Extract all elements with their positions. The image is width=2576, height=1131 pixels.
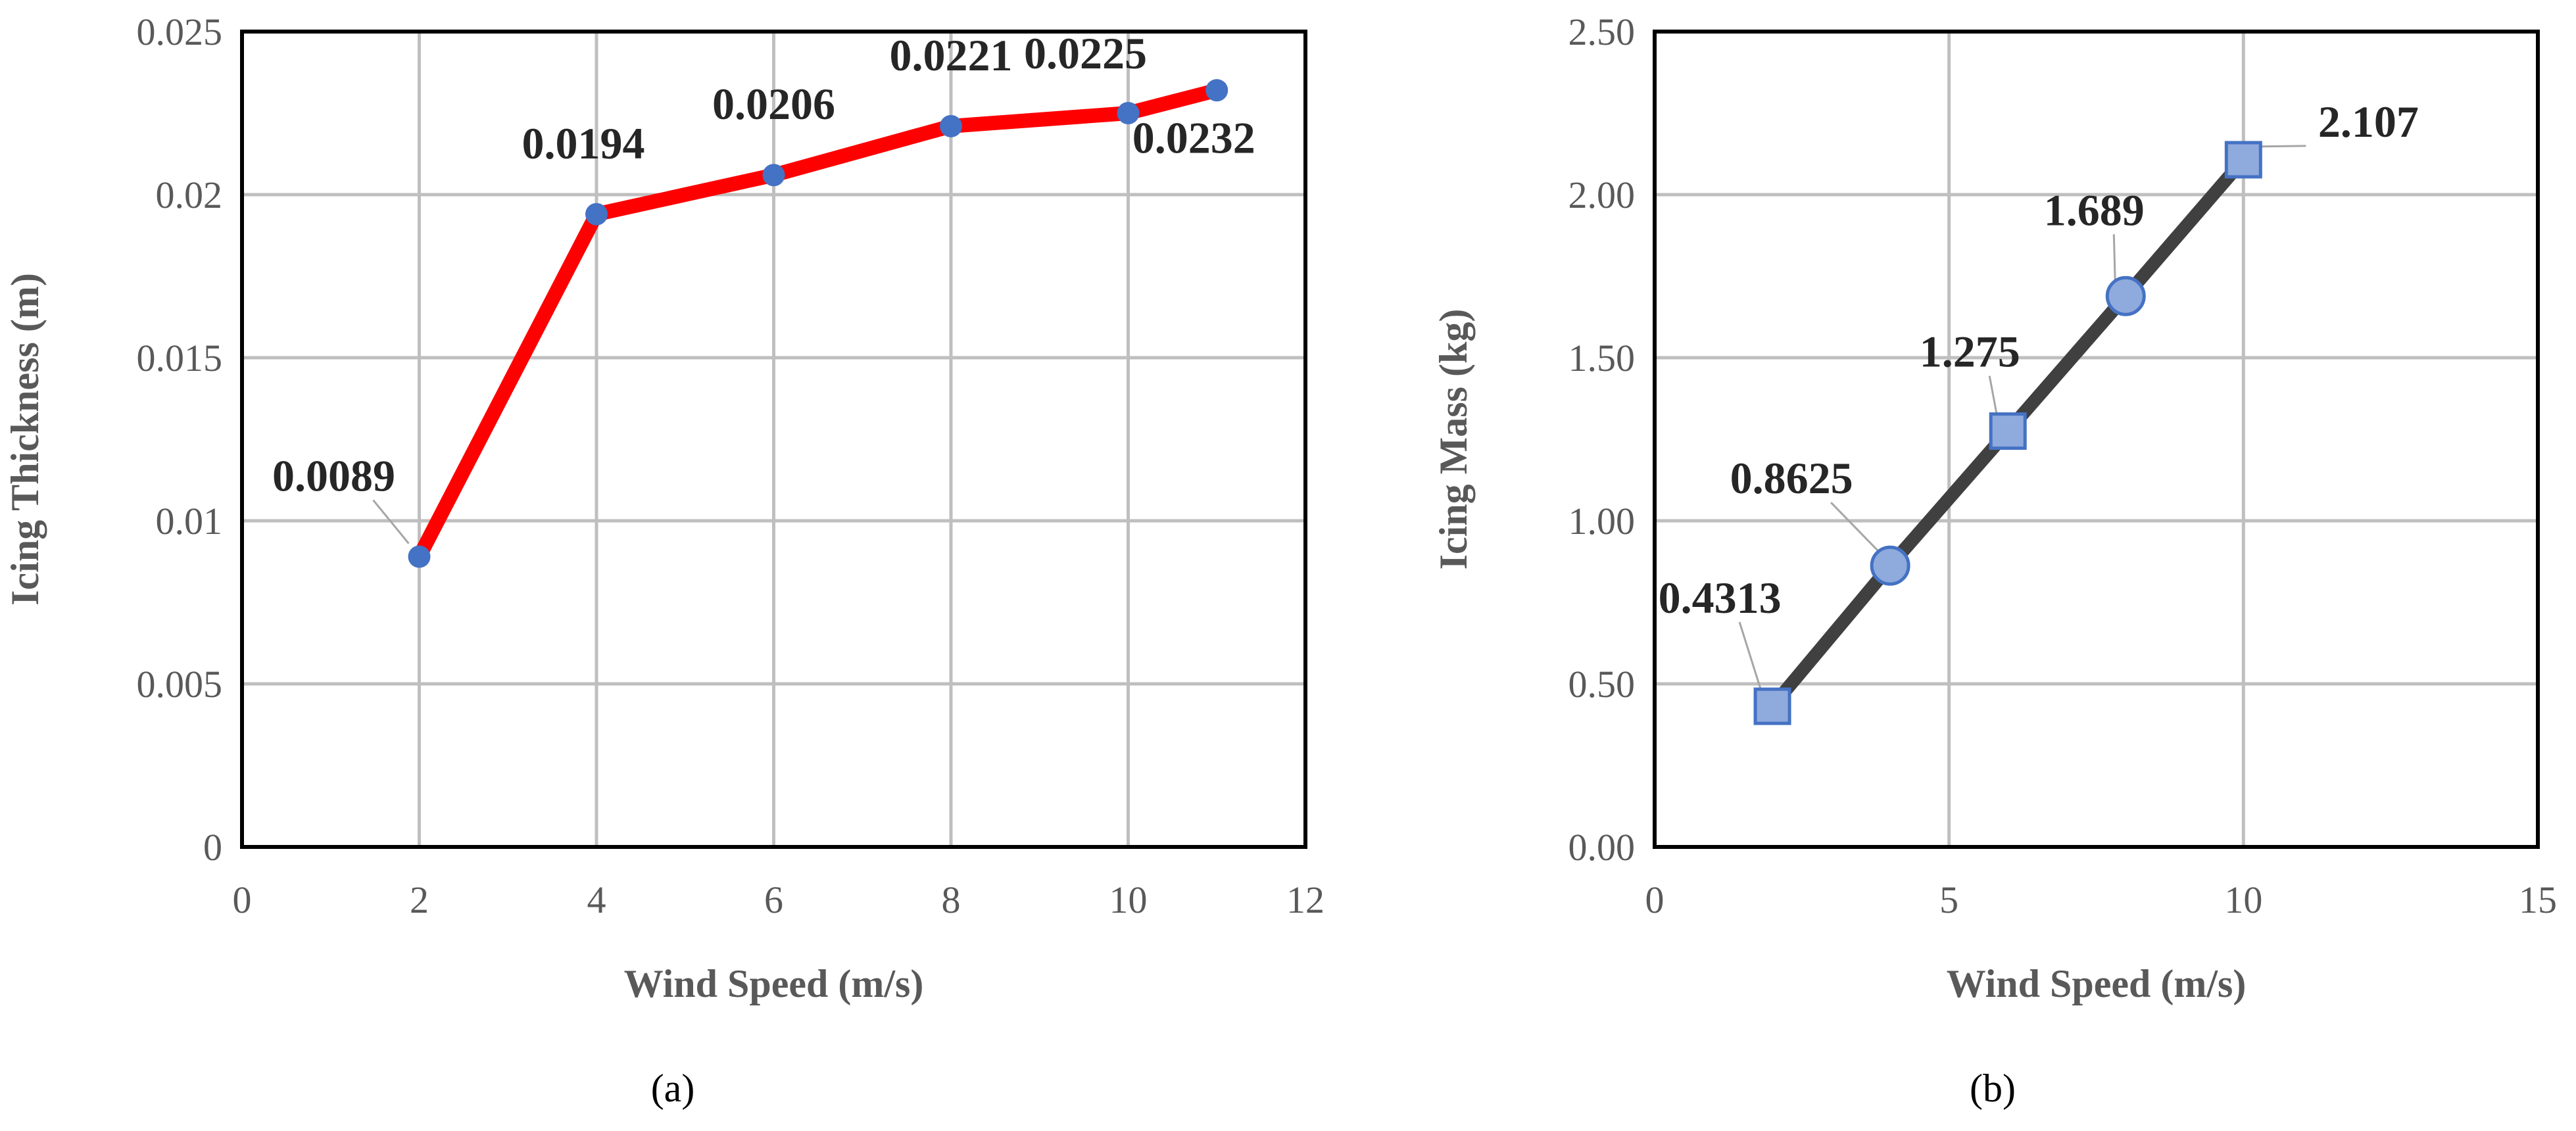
plot-frame [1653, 30, 2540, 849]
label-leader-line [372, 499, 410, 544]
x-tick-label: 6 [764, 878, 783, 921]
x-tick-label: 10 [1109, 878, 1148, 921]
data-point-marker [408, 545, 431, 568]
y-tick-label: 0.02 [156, 174, 223, 216]
data-label: 0.4313 [1659, 573, 1782, 623]
data-point-marker [585, 203, 608, 226]
y-tick-label: 2.00 [1568, 174, 1636, 216]
x-tick-label: 0 [233, 878, 252, 921]
x-tick-label: 10 [2224, 878, 2262, 921]
data-label: 1.275 [1920, 327, 2020, 377]
data-point-marker [1870, 545, 1910, 586]
chart-a-icing-thickness: 0 2 4 6 8 10 12 0 0.005 0.01 0.015 0.02 0.025 Wind Sp… [3, 11, 1324, 1110]
y-tick-label: 1.50 [1568, 337, 1636, 379]
y-tick-label: 2.50 [1568, 11, 1636, 53]
y-tick-label: 0 [203, 826, 222, 869]
y-tick-label: 0.01 [156, 500, 223, 542]
x-tick-label: 0 [1645, 878, 1665, 921]
y-tick-label: 0.025 [137, 11, 223, 53]
data-point-marker [1753, 687, 1791, 725]
data-label: 0.0089 [272, 451, 395, 501]
y-axis-title: Icing Mass (kg) [1432, 309, 1475, 570]
data-label: 0.8625 [1730, 453, 1853, 503]
y-tick-label: 0.50 [1568, 663, 1636, 706]
y-tick-label: 0.00 [1568, 826, 1636, 869]
figure-caption: (a) [651, 1067, 695, 1110]
chart-b-icing-mass: 0 5 10 15 0.00 0.50 1.00 1.50 2.00 2.50 Wind Speed… [1432, 11, 2557, 1110]
x-axis-title: Wind Speed (m/s) [624, 962, 924, 1005]
x-axis-title: Wind Speed (m/s) [1947, 962, 2247, 1005]
x-tick-label: 8 [942, 878, 961, 921]
data-point-marker [940, 114, 962, 137]
y-axis-title: Icing Thickness (m) [3, 273, 47, 606]
y-tick-label: 0.015 [137, 337, 223, 379]
data-point-marker [1117, 102, 1140, 124]
data-label: 1.689 [2044, 185, 2145, 235]
series-line [412, 83, 1225, 564]
data-point-marker [2224, 141, 2262, 179]
label-leader-line [1830, 502, 1881, 554]
x-tick-label: 5 [1939, 878, 1958, 921]
data-label: 0.0194 [522, 118, 645, 168]
y-tick-label: 1.00 [1568, 500, 1636, 542]
label-leader-line [2254, 145, 2306, 148]
x-tick-label: 15 [2519, 878, 2557, 921]
x-tick-label: 2 [410, 878, 429, 921]
label-leader-line [1738, 621, 1763, 694]
x-tick-label: 12 [1286, 878, 1324, 921]
data-point-marker [2105, 276, 2146, 316]
x-tick-label: 4 [587, 878, 606, 921]
data-point-marker [762, 164, 785, 187]
label-leader-line [2112, 234, 2116, 283]
y-tick-label: 0.005 [137, 663, 223, 706]
data-point-marker [1989, 412, 2027, 450]
data-label: 0.0206 [712, 79, 835, 129]
data-label: 0.0225 [1024, 28, 1147, 78]
figure-caption: (b) [1970, 1067, 2016, 1110]
data-point-marker [1205, 79, 1228, 102]
label-leader-line [1988, 375, 1999, 418]
data-label: 2.107 [2318, 97, 2419, 147]
data-label: 0.0232 [1132, 112, 1255, 162]
data-label: 0.0221 [890, 30, 1013, 80]
plot-frame [240, 30, 1307, 849]
